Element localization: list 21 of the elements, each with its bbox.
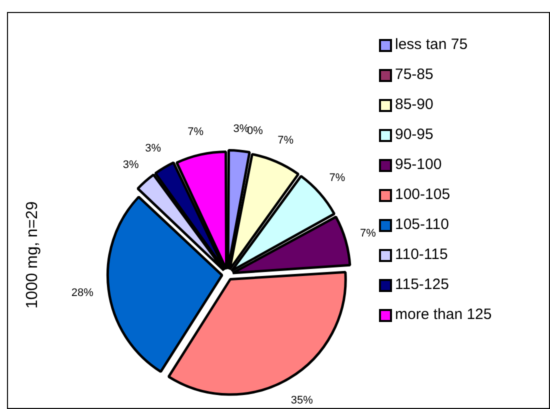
legend-label: 95-100 [395, 155, 442, 175]
legend-label: less tan 75 [395, 35, 468, 55]
legend-label: 115-125 [395, 275, 449, 295]
data-label: 35% [290, 394, 314, 406]
data-label: 7% [360, 228, 376, 240]
text: 0% [246, 124, 263, 137]
legend-label: 100-105 [395, 185, 450, 205]
data-label: 28% [71, 286, 94, 299]
data-label: 3% [233, 122, 250, 135]
legend-label: 85-90 [395, 95, 434, 115]
legend-label: 105-110 [395, 215, 449, 235]
data-label: 7% [188, 126, 204, 138]
legend-label: 90-95 [395, 125, 434, 145]
data-label: 3% [122, 158, 139, 171]
legend-label: more than 125 [395, 305, 492, 325]
legend-label: 110-115 [395, 245, 448, 265]
legend-label: 75-85 [395, 65, 434, 85]
data-label: 3% [145, 142, 162, 155]
data-label: 7% [278, 134, 294, 146]
data-label: 7% [329, 172, 346, 184]
text: 1000 mg, n=29 [24, 201, 42, 309]
